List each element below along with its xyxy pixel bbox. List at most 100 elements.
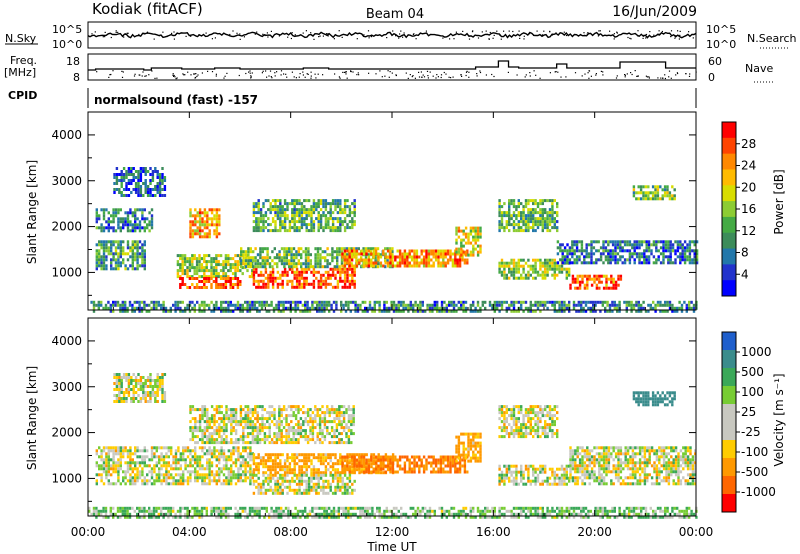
heatmap-cell [266, 262, 269, 266]
heatmap-cell [508, 208, 511, 212]
heatmap-cell [309, 259, 312, 263]
heatmap-cell [676, 243, 680, 247]
heatmap-cell [553, 306, 556, 310]
heatmap-cell [100, 455, 103, 459]
heatmap-cell [225, 458, 228, 462]
heatmap-cell [137, 194, 140, 197]
heatmap-cell [318, 432, 322, 436]
heatmap-cell [590, 283, 594, 287]
heatmap-cell [605, 277, 608, 281]
heatmap-cell [268, 411, 271, 415]
heatmap-cell [520, 276, 523, 280]
heatmap-cell [118, 382, 121, 385]
heatmap-cell [193, 309, 196, 313]
heatmap-cell [295, 273, 299, 277]
heatmap-cell [115, 379, 119, 382]
noise-dot [326, 33, 328, 35]
nave-dot [148, 74, 150, 76]
nave-dot [345, 73, 347, 75]
heatmap-cell [186, 269, 189, 273]
heatmap-cell [348, 285, 352, 289]
heatmap-cell [208, 476, 211, 480]
heatmap-cell [112, 455, 115, 459]
heatmap-cell [310, 208, 313, 212]
heatmap-cell [616, 306, 619, 310]
heatmap-cell [346, 249, 349, 253]
heatmap-cell [203, 441, 207, 445]
heatmap-cell [122, 258, 125, 262]
heatmap-cell [346, 199, 349, 203]
heatmap-cell [575, 255, 579, 259]
heatmap-cell [416, 309, 420, 313]
heatmap-cell [372, 255, 375, 259]
heatmap-cell [472, 226, 475, 230]
nave-dot [405, 72, 407, 74]
nave-dot [269, 70, 272, 72]
heatmap-cell [321, 411, 324, 415]
heatmap-cell [316, 432, 319, 436]
heatmap-cell [491, 303, 494, 307]
nave-dot [268, 75, 270, 77]
heatmap-cell [608, 309, 612, 313]
heatmap-cell [138, 264, 142, 268]
heatmap-cell [510, 300, 513, 304]
heatmap-cell [551, 208, 554, 212]
noise-dot [327, 35, 329, 37]
heatmap-cell [455, 309, 458, 313]
heatmap-cell [316, 303, 319, 307]
heatmap-cell [210, 432, 214, 436]
heatmap-cell [251, 269, 254, 273]
noise-dot [198, 34, 200, 36]
heatmap-cell [158, 461, 161, 465]
heatmap-cell [210, 438, 214, 442]
heatmap-cell [268, 417, 271, 421]
heatmap-cell [144, 385, 147, 388]
heatmap-cell [194, 426, 197, 430]
heatmap-cell [315, 205, 318, 209]
heatmap-cell [524, 300, 528, 304]
heatmap-cell [529, 300, 532, 304]
heatmap-cell [539, 261, 542, 265]
heatmap-cell [141, 246, 144, 250]
heatmap-cell [275, 306, 278, 310]
heatmap-cell [614, 283, 618, 287]
heatmap-cell [534, 208, 537, 212]
heatmap-cell [112, 255, 115, 259]
heatmap-cell [119, 255, 122, 259]
heatmap-cell [281, 211, 284, 215]
heatmap-cell [280, 309, 283, 313]
heatmap-cell [472, 309, 475, 313]
nave-dot [675, 74, 677, 76]
heatmap-cell [198, 257, 201, 261]
heatmap-cell [105, 461, 108, 465]
heatmap-cell [414, 309, 417, 313]
heatmap-cell [114, 482, 118, 486]
heatmap-cell [663, 191, 667, 195]
heatmap-cell [522, 300, 525, 304]
heatmap-cell [181, 257, 184, 261]
heatmap-cell [681, 255, 684, 259]
heatmap-cell [167, 309, 170, 313]
heatmap-cell [510, 309, 513, 313]
heatmap-cell [134, 467, 137, 471]
heatmap-cell [132, 391, 135, 394]
heatmap-cell [242, 256, 245, 260]
heatmap-cell [217, 272, 220, 276]
heatmap-cell [269, 208, 272, 212]
heatmap-cell [674, 261, 677, 265]
heatmap-cell [298, 220, 301, 224]
heatmap-cell [295, 202, 299, 206]
heatmap-cell [222, 429, 226, 433]
heatmap-cell [118, 188, 121, 191]
heatmap-cell [122, 261, 125, 265]
heatmap-cell [307, 267, 311, 271]
heatmap-cell [323, 426, 327, 430]
heatmap-cell [165, 446, 168, 450]
nave-dot [274, 72, 276, 74]
noise-left-tick-bottom: 10^0 [52, 38, 82, 51]
power-heatmap [90, 167, 699, 313]
heatmap-cell [234, 266, 237, 270]
heatmap-cell [343, 252, 347, 256]
heatmap-cell [146, 170, 150, 173]
heatmap-cell [676, 240, 680, 244]
